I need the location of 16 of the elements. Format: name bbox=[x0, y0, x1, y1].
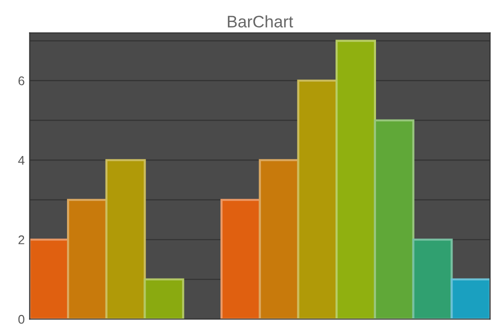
bar bbox=[258, 159, 300, 320]
y-tick-label: 6 bbox=[18, 76, 24, 86]
bar bbox=[412, 238, 453, 320]
bar bbox=[336, 40, 376, 320]
bar bbox=[30, 238, 70, 320]
bar bbox=[297, 80, 338, 320]
bar bbox=[450, 278, 490, 320]
y-tick-label: 0 bbox=[18, 314, 24, 324]
chart-title: BarChart bbox=[228, 15, 294, 28]
y-tick-label: 2 bbox=[18, 235, 24, 244]
bar bbox=[374, 119, 414, 320]
bar bbox=[220, 198, 261, 320]
bar bbox=[144, 278, 184, 320]
bar bbox=[105, 159, 146, 320]
bar bbox=[67, 198, 108, 320]
y-tick-label: 4 bbox=[18, 156, 24, 165]
